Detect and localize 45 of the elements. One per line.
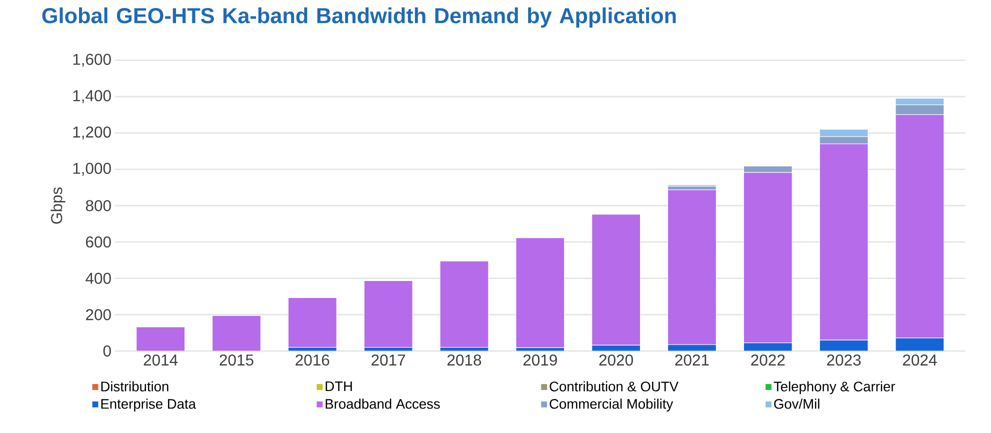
- y-tick-label: 1,000: [73, 162, 111, 176]
- x-tick-label: 2014: [144, 354, 178, 366]
- bar: [743, 172, 792, 344]
- y-tick-label: 1,200: [73, 126, 111, 140]
- bar: [516, 237, 565, 348]
- legend-label: Distribution: [101, 381, 168, 392]
- legend-label: Contribution & OUTV: [550, 381, 678, 392]
- bar: [440, 260, 489, 348]
- bar: [592, 214, 641, 346]
- x-tick-label: 2017: [372, 354, 406, 366]
- x-tick-label: 2018: [447, 354, 482, 366]
- bar: [895, 114, 944, 338]
- y-tick-label: 200: [86, 309, 111, 320]
- y-tick-label: 0: [103, 345, 111, 357]
- y-tick-label: 1,600: [73, 54, 111, 67]
- x-tick-label: 2023: [827, 354, 861, 366]
- y-tick-label: 1,400: [73, 90, 111, 104]
- legend-label: Telephony & Carrier: [774, 381, 896, 394]
- y-tick-label: 400: [86, 272, 111, 284]
- x-tick-label: 2015: [220, 354, 254, 366]
- bar: [819, 144, 868, 340]
- bar: [667, 190, 717, 345]
- y-axis-title: Gbps: [50, 187, 66, 224]
- bar: [364, 280, 413, 348]
- chart-title: Global GEO-HTS Ka-band Bandwidth Demand by Application: [42, 7, 676, 28]
- bar: [744, 342, 792, 351]
- y-tick-label: 800: [86, 200, 111, 212]
- legend-label: Broadband Access: [326, 398, 440, 409]
- x-tick-label: 2019: [523, 354, 557, 366]
- x-tick-label: 2016: [296, 354, 330, 366]
- bar: [895, 338, 944, 351]
- x-tick-label: 2022: [751, 354, 785, 366]
- x-tick-label: 2021: [675, 354, 709, 366]
- legend-label: Gov/Mil: [774, 398, 820, 409]
- legend-label: DTH: [326, 382, 352, 392]
- bar: [288, 297, 337, 348]
- bar: [212, 316, 261, 351]
- y-tick-label: 600: [86, 236, 111, 248]
- bar: [820, 340, 868, 351]
- legend-label: Enterprise Data: [101, 398, 196, 412]
- x-tick-label: 2020: [599, 354, 633, 366]
- bar: [136, 326, 185, 351]
- bar: [743, 166, 792, 173]
- legend-label: Commercial Mobility: [550, 398, 674, 412]
- x-tick-label: 2024: [903, 354, 937, 366]
